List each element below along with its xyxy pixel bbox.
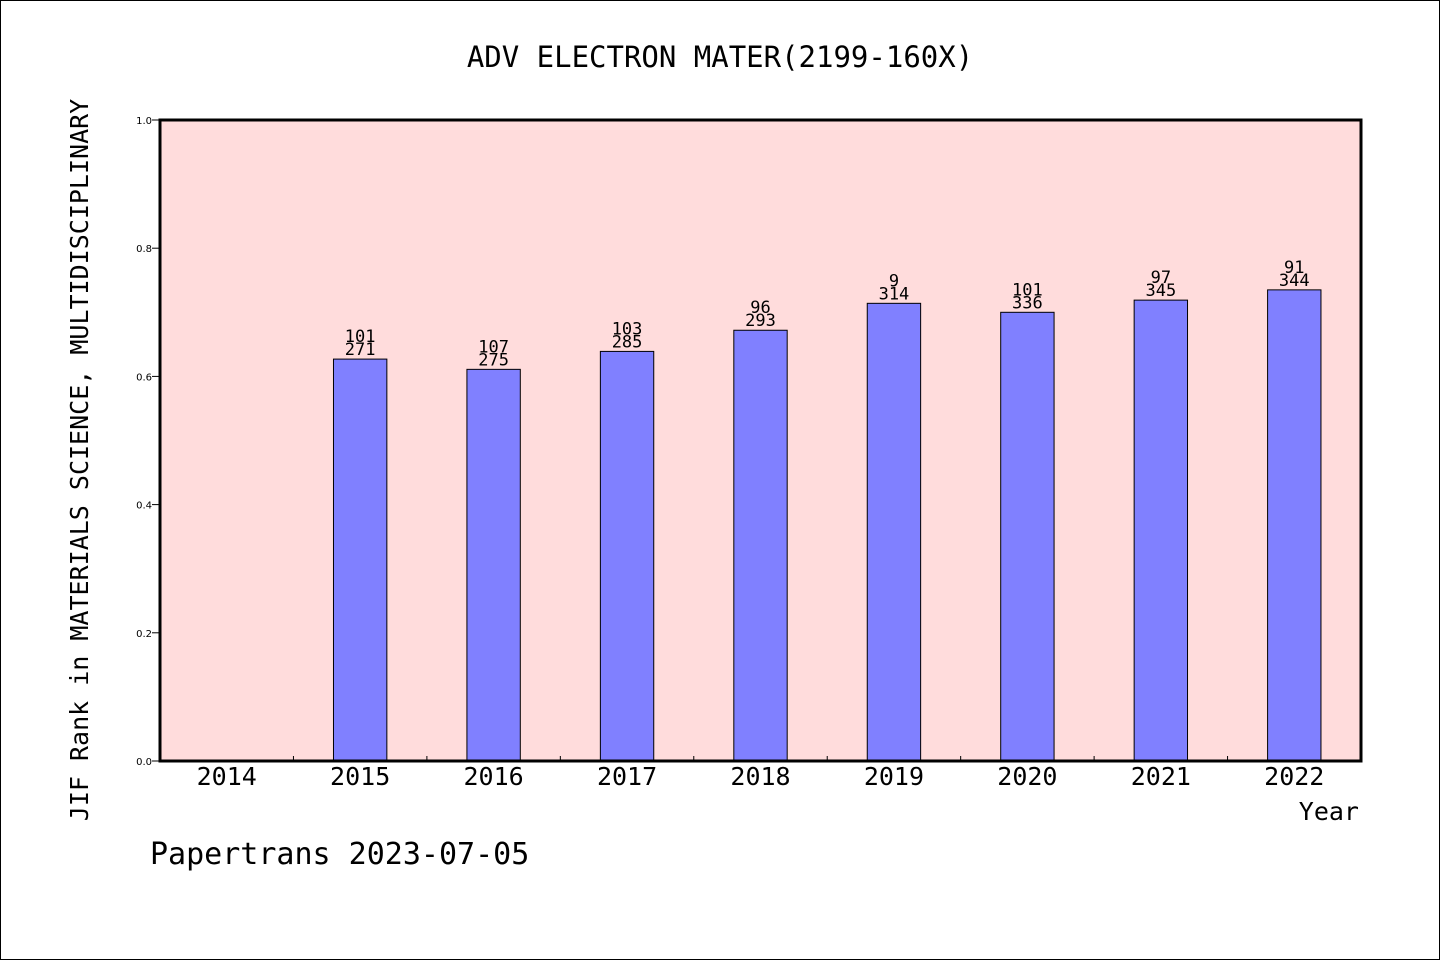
bar-total-label: 285 [612, 332, 643, 352]
bar [332, 358, 388, 762]
bar [466, 368, 521, 762]
x-tick-label: 2020 [997, 762, 1057, 791]
bar-rank-label: 91 [1284, 258, 1304, 278]
bar [599, 350, 655, 762]
bar-rank-label: 101 [1012, 280, 1043, 300]
bar-total-label: 345 [1145, 281, 1176, 301]
bar-rank-label: 101 [345, 327, 376, 347]
watermark-text: Papertrans 2023-07-05 [150, 837, 529, 872]
bar-total-label: 293 [745, 311, 776, 331]
y-tick-label: 0.6 [136, 372, 152, 383]
plot-frame [158, 118, 1363, 763]
y-tick-label: 0.0 [136, 757, 152, 768]
y-tick-label: 0.8 [136, 244, 152, 255]
y-tick-label: 0.2 [136, 629, 152, 640]
x-tick-label: 2022 [1264, 762, 1324, 791]
x-tick-label: 2018 [730, 762, 790, 791]
chart-title: ADV ELECTRON MATER(2199-160X) [467, 40, 973, 74]
bar-total-label: 271 [345, 340, 376, 360]
x-axis-label: Year [1299, 797, 1359, 826]
x-tick-label: 2016 [464, 762, 524, 791]
bar [866, 302, 922, 762]
y-tick-label: 0.4 [136, 501, 152, 512]
bar-rank-label: 103 [612, 319, 643, 339]
y-axis-label: JIF Rank in MATERIALS SCIENCE, MULTIDISC… [65, 99, 94, 821]
bar-rank-label: 107 [478, 337, 509, 357]
bar-rank-label: 96 [750, 298, 770, 318]
x-tick-label: 2021 [1131, 762, 1191, 791]
bar [1267, 289, 1322, 762]
bar [1133, 299, 1189, 762]
bar [1000, 311, 1055, 762]
x-tick-label: 2019 [864, 762, 924, 791]
bars [332, 289, 1322, 762]
bar-total-label: 336 [1012, 293, 1043, 313]
y-tick-label: 1.0 [136, 116, 152, 127]
bar-rank-label: 9 [889, 271, 899, 291]
x-axis-ticks: 2014 2015 2016 2017 2018 2019 2020 2021 2022 [197, 756, 1324, 791]
bar-rank-label: 97 [1151, 268, 1171, 288]
x-tick-label: 2014 [197, 762, 257, 791]
x-tick-label: 2015 [330, 762, 390, 791]
bar-total-label: 314 [879, 284, 910, 304]
bar-total-label: 275 [478, 350, 509, 370]
x-tick-label: 2017 [597, 762, 657, 791]
bar [733, 329, 788, 762]
bar-total-label: 344 [1279, 271, 1310, 291]
